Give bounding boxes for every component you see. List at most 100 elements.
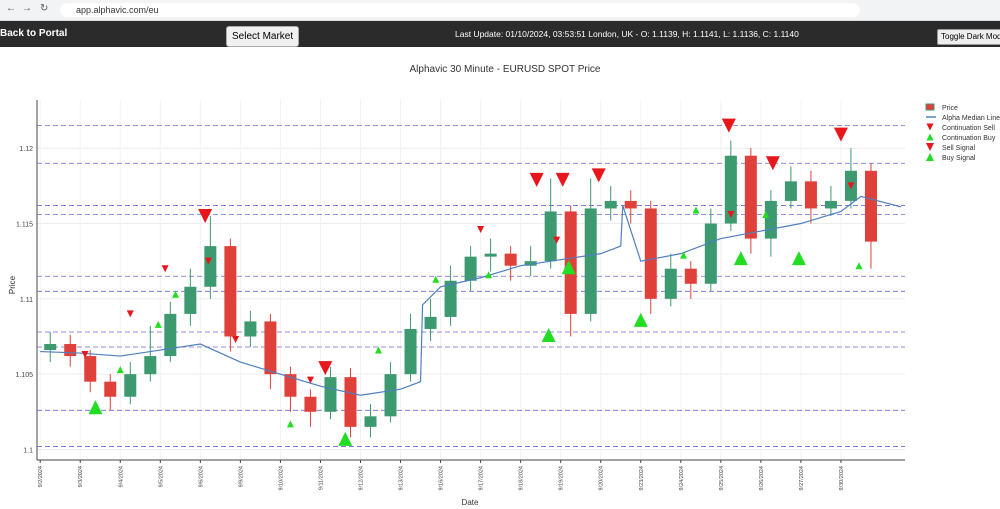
x-tick-label: 9/23/2024 [639, 466, 645, 490]
x-tick-label: 9/16/2024 [439, 466, 445, 490]
candle-body [624, 200, 637, 209]
app-bar: Back to Portal Select Market Last Update… [0, 21, 1000, 47]
signal-marker [477, 226, 485, 234]
y-tick-label: 1.1 [23, 447, 33, 454]
signal-marker [88, 400, 103, 415]
candle-body [444, 280, 457, 317]
candle-body [84, 356, 97, 382]
candle-body [204, 246, 217, 287]
signal-marker [116, 366, 124, 374]
signal-marker [591, 168, 606, 183]
legend-swatch [926, 133, 934, 141]
candle-body [804, 181, 817, 209]
candle-body [524, 261, 537, 266]
signal-marker [306, 376, 314, 384]
legend-label: Sell Signal [942, 145, 976, 152]
legend-swatch [926, 123, 934, 131]
y-axis-label: Price [8, 275, 17, 294]
signal-marker [232, 335, 240, 343]
y-tick-label: 1.105 [15, 372, 33, 379]
x-tick-label: 9/17/2024 [479, 466, 485, 490]
address-bar[interactable]: app.alphavic.com/eu [60, 3, 860, 17]
candle-body [104, 381, 117, 397]
signal-marker [318, 361, 333, 376]
signal-marker [847, 182, 855, 190]
x-tick-label: 9/13/2024 [399, 466, 405, 490]
x-tick-label: 9/2/2024 [38, 466, 44, 487]
candle-body [424, 316, 437, 329]
select-market-button[interactable]: Select Market [226, 26, 300, 47]
candle-body [64, 344, 77, 357]
x-tick-label: 9/24/2024 [679, 466, 685, 490]
candle-body [364, 416, 377, 427]
back-link[interactable]: Back to Portal [0, 28, 68, 39]
candle-body [144, 356, 157, 375]
signal-marker [553, 236, 561, 244]
signal-marker [161, 265, 169, 273]
signal-marker [81, 351, 89, 359]
candle-body [664, 268, 677, 299]
candle-body [604, 200, 617, 209]
forward-arrow[interactable]: → [22, 3, 32, 14]
signal-marker [172, 290, 180, 298]
signal-marker [765, 156, 780, 171]
candle-body [544, 211, 557, 262]
candle-body [764, 200, 777, 239]
y-tick-label: 1.11 [20, 297, 33, 304]
x-tick-label: 9/10/2024 [278, 466, 284, 490]
x-tick-label: 9/18/2024 [519, 466, 525, 490]
x-tick-label: 9/26/2024 [759, 466, 765, 490]
signal-marker [375, 346, 383, 354]
y-tick-label: 1.115 [16, 222, 33, 229]
x-tick-label: 9/6/2024 [198, 466, 204, 487]
x-tick-label: 9/25/2024 [719, 466, 725, 490]
signal-marker [432, 275, 440, 283]
signal-marker [204, 257, 212, 265]
x-tick-label: 9/11/2024 [318, 466, 324, 490]
median-line [40, 195, 902, 396]
candle-body [304, 396, 317, 412]
x-tick-label: 9/30/2024 [839, 466, 845, 490]
signal-marker [198, 208, 213, 223]
signal-marker [541, 327, 556, 342]
candle-body [784, 181, 797, 201]
candle-body [824, 200, 837, 209]
signal-marker [833, 127, 848, 142]
legend-label: Continuation Buy [942, 135, 996, 142]
last-update: Last Update: 01/10/2024, 03:53:51 London… [455, 29, 799, 39]
signal-marker [154, 320, 162, 328]
candle-body [644, 208, 657, 299]
legend-label: Alpha Median Line [942, 115, 1000, 122]
signal-marker [727, 210, 735, 218]
legend-label: Continuation Sell [942, 125, 995, 132]
signal-marker [721, 118, 736, 133]
toggle-dark-button[interactable]: Toggle Dark Mode [937, 29, 1000, 45]
candle-body [324, 377, 337, 412]
signal-marker [555, 172, 570, 187]
candle-body [184, 286, 197, 314]
back-arrow[interactable]: ← [6, 3, 16, 14]
y-tick-label: 1.12 [19, 146, 33, 153]
candle-body [504, 253, 517, 266]
legend-swatch [926, 153, 934, 161]
x-tick-label: 9/27/2024 [799, 466, 805, 490]
signal-marker [633, 312, 648, 327]
reload[interactable]: ↻ [40, 3, 49, 14]
x-tick-label: 9/19/2024 [559, 466, 565, 490]
signal-marker [286, 420, 294, 428]
signal-marker [791, 251, 806, 266]
legend-swatch [925, 103, 935, 111]
signal-marker [855, 262, 863, 270]
signal-marker [485, 271, 493, 279]
x-tick-label: 9/3/2024 [78, 466, 84, 487]
candle-body [124, 374, 137, 397]
signal-marker [338, 431, 353, 446]
chart-title: Alphavic 30 Minute - EURUSD SPOT Price [410, 64, 601, 75]
x-tick-label: 9/20/2024 [599, 466, 605, 490]
x-tick-label: 9/12/2024 [358, 466, 364, 490]
candle-body [564, 211, 577, 314]
candle-body [224, 246, 237, 337]
candle-body [704, 223, 717, 284]
